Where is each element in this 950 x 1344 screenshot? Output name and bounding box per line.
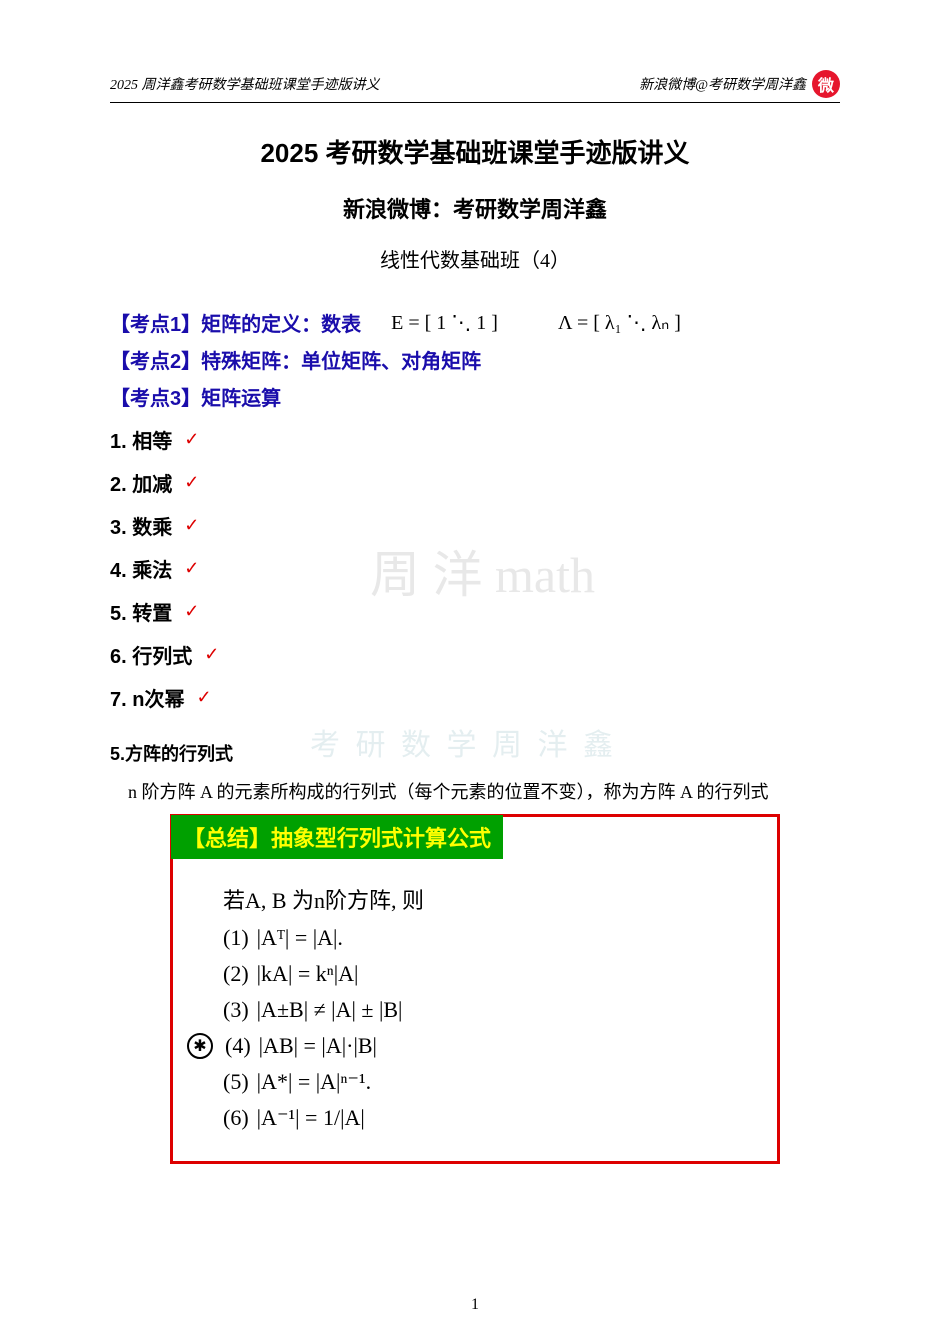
f1-expr: |Aᵀ| = |A|. [257, 925, 343, 951]
f3-label: (3) [223, 997, 249, 1023]
list-6-text: 6. 行列式 [110, 640, 192, 669]
f2-expr: |kA| = kⁿ|A| [257, 961, 359, 987]
formula-3: (3) |A±B| ≠ |A| ± |B| [223, 997, 777, 1023]
title-main: 2025 考研数学基础班课堂手迹版讲义 [110, 133, 840, 170]
f6-label: (6) [223, 1105, 249, 1131]
formula-1: (1) |Aᵀ| = |A|. [223, 925, 777, 951]
list-item-7: 7. n次幂 ✓ [110, 683, 840, 712]
list-item-5: 5. 转置 ✓ [110, 597, 840, 626]
star-icon: ✱ [187, 1033, 213, 1059]
check-icon: ✓ [184, 472, 199, 493]
body-text: n 阶方阵 A 的元素所构成的行列式（每个元素的位置不变），称为方阵 A 的行列… [128, 778, 840, 804]
page-number: 1 [471, 1296, 479, 1314]
list-2-text: 2. 加减 [110, 468, 172, 497]
formula-6: (6) |A⁻¹| = 1/|A| [223, 1105, 777, 1131]
formula-4: ✱ (4) |AB| = |A|·|B| [223, 1033, 777, 1059]
list-item-1: 1. 相等 ✓ [110, 425, 840, 454]
title-section: 线性代数基础班（4） [110, 244, 840, 273]
f4-label: (4) [225, 1033, 251, 1059]
list-item-6: 6. 行列式 ✓ [110, 640, 840, 669]
topic-1-annotation-lambda: Λ = [ λ₁ ⋱ λₙ ] [558, 310, 681, 335]
topic-1: 【考点1】矩阵的定义：数表 [110, 308, 361, 337]
formula-box: 【总结】抽象型行列式计算公式 若A, B 为n阶方阵, 则 (1) |Aᵀ| =… [170, 814, 780, 1164]
formula-5: (5) |A*| = |A|ⁿ⁻¹. [223, 1069, 777, 1095]
topic-1-annotation-e: E = [ 1 ⋱ 1 ] [391, 310, 498, 335]
weibo-icon: 微 [812, 70, 840, 98]
list-item-2: 2. 加减 ✓ [110, 468, 840, 497]
topic-3: 【考点3】矩阵运算 [110, 382, 840, 411]
list-item-3: 3. 数乘 ✓ [110, 511, 840, 540]
page-header: 2025 周洋鑫考研数学基础班课堂手迹版讲义 新浪微博@考研数学周洋鑫 微 [110, 70, 840, 103]
formula-intro: 若A, B 为n阶方阵, 则 [223, 883, 777, 915]
topic-2: 【考点2】特殊矩阵：单位矩阵、对角矩阵 [110, 345, 840, 374]
f3-expr: |A±B| ≠ |A| ± |B| [257, 997, 403, 1023]
list-4-text: 4. 乘法 [110, 554, 172, 583]
list-1-text: 1. 相等 [110, 425, 172, 454]
formula-2: (2) |kA| = kⁿ|A| [223, 961, 777, 987]
list-3-text: 3. 数乘 [110, 511, 172, 540]
subheading-determinant: 5.方阵的行列式 [110, 740, 840, 766]
check-icon: ✓ [184, 601, 199, 622]
f6-expr: |A⁻¹| = 1/|A| [257, 1105, 365, 1131]
title-sub: 新浪微博：考研数学周洋鑫 [110, 192, 840, 224]
check-icon: ✓ [184, 558, 199, 579]
list-5-text: 5. 转置 [110, 597, 172, 626]
f5-expr: |A*| = |A|ⁿ⁻¹. [257, 1069, 371, 1095]
f1-label: (1) [223, 925, 249, 951]
f5-label: (5) [223, 1069, 249, 1095]
f2-label: (2) [223, 961, 249, 987]
formula-header: 【总结】抽象型行列式计算公式 [171, 815, 503, 859]
check-icon: ✓ [204, 644, 219, 665]
check-icon: ✓ [184, 429, 199, 450]
header-right: 新浪微博@考研数学周洋鑫 微 [639, 70, 840, 98]
list-7-text: 7. n次幂 [110, 683, 184, 712]
check-icon: ✓ [196, 687, 211, 708]
list-item-4: 4. 乘法 ✓ [110, 554, 840, 583]
f4-expr: |AB| = |A|·|B| [259, 1033, 377, 1059]
header-right-text: 新浪微博@考研数学周洋鑫 [639, 74, 806, 94]
topic-1-row: 【考点1】矩阵的定义：数表 E = [ 1 ⋱ 1 ] Λ = [ λ₁ ⋱ λ… [110, 308, 840, 337]
header-left: 2025 周洋鑫考研数学基础班课堂手迹版讲义 [110, 74, 380, 94]
check-icon: ✓ [184, 515, 199, 536]
